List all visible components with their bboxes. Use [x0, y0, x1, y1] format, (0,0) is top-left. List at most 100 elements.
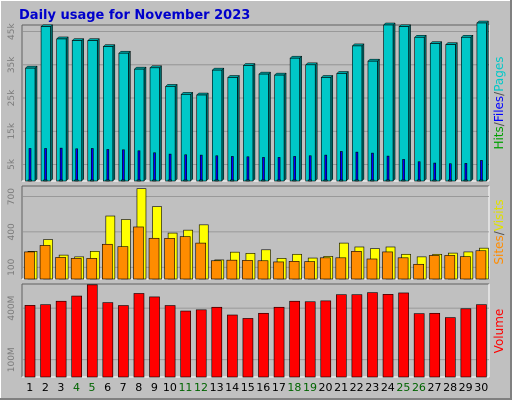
- bar-hits-day-10-top: [164, 84, 178, 87]
- bar-volume-day-17: [273, 306, 285, 378]
- bar-sites-day-23: [366, 258, 378, 280]
- bar-pages-day-7-face: [121, 179, 126, 182]
- x-tick-label: 17: [272, 381, 286, 394]
- bar-files-day-1-face: [28, 148, 32, 182]
- y-tick-label: 400M: [7, 296, 17, 321]
- bar-hits-day-26: [414, 34, 427, 182]
- bar-volume-day-4: [71, 295, 82, 378]
- bar-pages-day-2-face: [43, 179, 48, 182]
- bar-volume-day-12: [195, 309, 207, 378]
- side-label-hits-files-pages: Hits/Files/Pages: [492, 56, 506, 149]
- bar-pages-day-7: [121, 179, 126, 182]
- bar-sites-day-28-face: [444, 255, 456, 280]
- bar-pages-day-16-face: [261, 179, 266, 182]
- x-tick-label: 16: [256, 381, 270, 394]
- bar-sites-day-18: [288, 261, 300, 280]
- bar-volume-day-28-face: [444, 317, 456, 378]
- x-tick-label: 24: [381, 381, 395, 394]
- panel-sites-visits-background: [22, 186, 489, 279]
- bar-hits-day-16-top: [258, 71, 272, 75]
- bar-pages-day-9-face: [152, 179, 157, 182]
- x-tick-label: 7: [120, 381, 127, 394]
- bar-volume-day-20-face: [320, 300, 332, 378]
- bar-files-day-17: [277, 157, 281, 182]
- bar-sites-day-27: [428, 255, 440, 280]
- bar-files-day-30-face: [480, 160, 483, 182]
- side-label-part: Hits: [492, 126, 506, 149]
- bar-files-day-19-face: [308, 155, 312, 182]
- side-label-part: /: [492, 121, 506, 126]
- bar-volume-day-24-face: [382, 294, 394, 378]
- bar-volume-day-17-face: [273, 306, 285, 378]
- bar-sites-day-5: [86, 258, 98, 280]
- x-tick-label: 28: [443, 381, 457, 394]
- bar-volume-day-4-face: [71, 295, 82, 378]
- bar-files-day-9-face: [153, 152, 156, 182]
- bar-pages-day-10: [167, 179, 172, 182]
- bar-volume-day-22: [351, 294, 363, 378]
- bar-volume-day-14-face: [227, 314, 238, 378]
- bar-volume-day-6: [102, 302, 114, 378]
- bar-volume-day-20: [320, 300, 332, 378]
- bar-volume-day-21-face: [336, 294, 347, 378]
- bar-files-day-18: [293, 156, 296, 182]
- bar-hits-day-30: [476, 20, 490, 182]
- bar-files-day-14-face: [231, 156, 234, 182]
- bar-hits-day-23: [367, 58, 381, 182]
- bar-files-day-6-face: [106, 149, 110, 182]
- bar-files-day-4-face: [75, 148, 78, 182]
- bar-pages-day-11-face: [183, 179, 188, 182]
- bar-hits-day-19-top: [305, 62, 318, 66]
- bar-volume-day-18-face: [289, 300, 300, 378]
- y-tick-label: 400: [7, 223, 17, 240]
- x-tick-label: 10: [163, 381, 177, 394]
- bar-pages-day-8-face: [136, 179, 141, 182]
- bar-pages-day-12-face: [198, 179, 204, 182]
- bar-sites-day-29: [460, 256, 471, 280]
- x-tick-label: 6: [104, 381, 111, 394]
- bar-sites-day-17: [273, 261, 284, 280]
- bar-files-day-2: [44, 148, 47, 182]
- bar-volume-day-8-face: [133, 293, 145, 378]
- y-tick-label: 5k: [7, 158, 17, 170]
- bar-pages-day-29: [463, 179, 468, 182]
- bar-sites-day-15: [242, 260, 253, 280]
- bar-pages-day-6: [105, 179, 110, 182]
- bar-pages-day-20-face: [323, 179, 328, 182]
- bar-sites-day-22-face: [351, 251, 362, 280]
- bar-sites-day-3-face: [55, 257, 66, 280]
- bar-hits-day-15-side: [252, 62, 256, 182]
- bar-pages-day-23: [370, 179, 375, 182]
- bar-files-day-18-face: [293, 156, 296, 182]
- bar-hits-day-11: [180, 91, 194, 182]
- bar-sites-day-8-face: [133, 226, 144, 280]
- bar-files-day-23: [371, 152, 374, 182]
- side-label-part: Volume: [492, 309, 506, 354]
- bar-volume-day-10-face: [164, 305, 176, 378]
- bar-volume-day-27: [429, 312, 441, 378]
- bar-hits-day-14-top: [227, 75, 240, 78]
- bar-sites-day-6-face: [102, 243, 113, 280]
- bar-pages-day-29-face: [463, 179, 468, 182]
- bar-sites-day-16-face: [257, 260, 269, 280]
- bar-files-day-8-face: [137, 150, 141, 182]
- bar-files-day-15: [246, 156, 250, 182]
- bar-files-day-16-face: [262, 157, 265, 182]
- bar-hits-day-15-top: [242, 63, 256, 66]
- side-label-volume: Volume: [492, 309, 506, 354]
- x-tick-label: 20: [319, 381, 333, 394]
- bar-volume-day-29: [460, 308, 472, 378]
- bar-hits-day-14: [227, 74, 240, 182]
- bar-sites-day-24: [382, 251, 393, 280]
- bar-pages-day-21-face: [339, 179, 344, 182]
- bar-hits-day-13-top: [211, 67, 225, 71]
- bar-hits-day-12: [196, 92, 209, 182]
- bar-volume-day-9-face: [149, 296, 160, 378]
- bar-sites-day-25: [397, 257, 409, 280]
- bar-pages-day-30-face: [479, 179, 484, 182]
- bar-files-day-23-face: [371, 152, 374, 182]
- bar-volume-day-1-face: [24, 305, 36, 378]
- x-tick-label: 29: [459, 381, 473, 394]
- bar-sites-day-13: [211, 260, 222, 280]
